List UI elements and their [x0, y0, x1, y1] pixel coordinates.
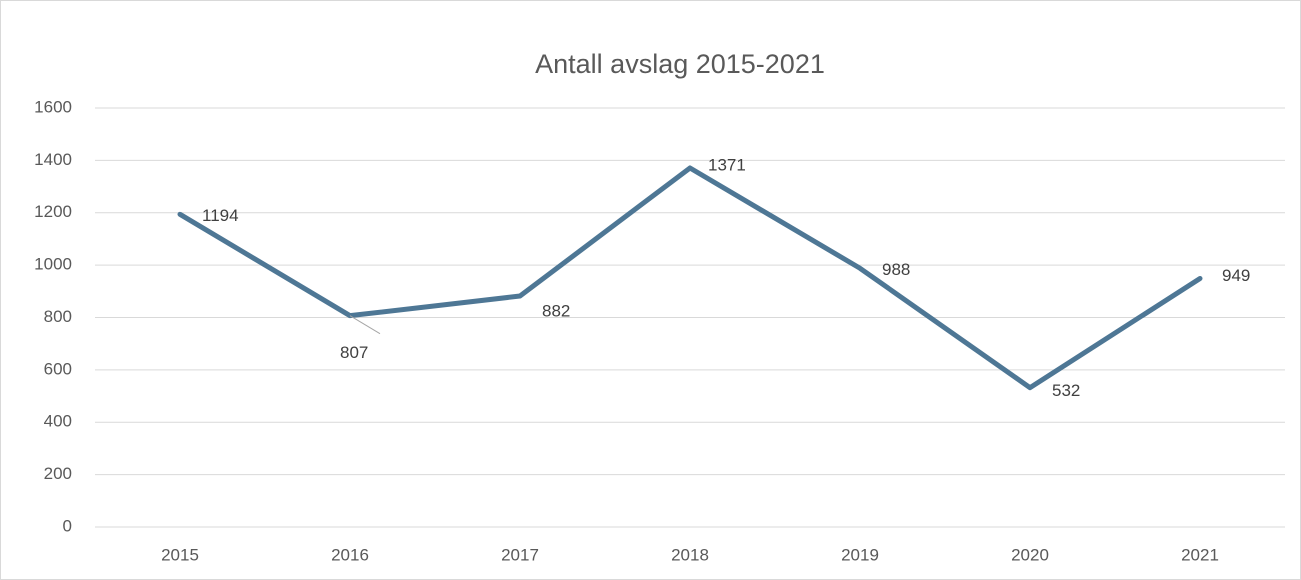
data-label: 988 [882, 260, 910, 279]
y-tick-label: 400 [44, 412, 72, 431]
x-tick-label: 2019 [841, 545, 879, 564]
data-label: 1371 [708, 155, 746, 174]
x-tick-label: 2020 [1011, 545, 1049, 564]
y-tick-label: 200 [44, 464, 72, 483]
chart-title: Antall avslag 2015-2021 [535, 49, 825, 79]
data-label: 532 [1052, 381, 1080, 400]
y-tick-label: 800 [44, 307, 72, 326]
y-tick-label: 600 [44, 359, 72, 378]
data-label: 882 [542, 302, 570, 321]
data-label: 1194 [202, 206, 239, 225]
y-tick-label: 1000 [34, 255, 72, 274]
data-label: 807 [340, 343, 368, 362]
x-tick-label: 2018 [671, 545, 709, 564]
data-label: 949 [1222, 266, 1250, 285]
y-tick-label: 1400 [34, 150, 72, 169]
y-tick-label: 1600 [34, 97, 72, 116]
x-tick-label: 2015 [161, 545, 199, 564]
y-tick-label: 1200 [34, 202, 72, 221]
x-tick-label: 2016 [331, 545, 369, 564]
x-tick-label: 2017 [501, 545, 539, 564]
y-tick-label: 0 [63, 516, 72, 535]
x-tick-label: 2021 [1181, 545, 1219, 564]
leader-line [349, 315, 381, 335]
